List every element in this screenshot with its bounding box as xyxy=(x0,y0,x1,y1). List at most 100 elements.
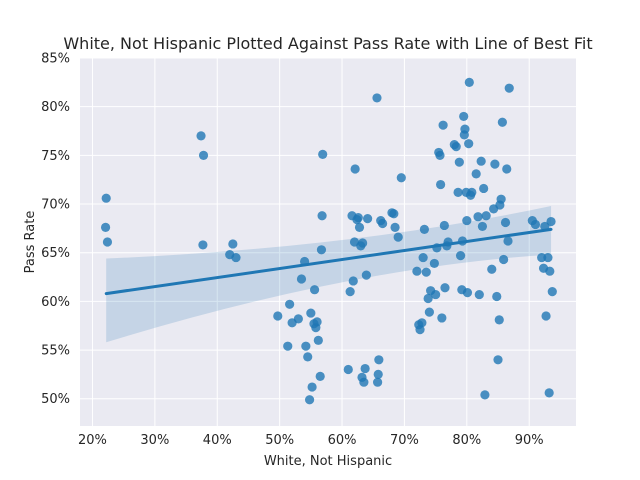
data-point xyxy=(396,173,406,183)
data-point xyxy=(318,149,328,159)
data-point xyxy=(293,314,303,324)
data-point xyxy=(317,211,327,221)
y-tick-label: 60% xyxy=(41,295,70,310)
x-tick-label: 70% xyxy=(390,433,419,448)
data-point xyxy=(353,213,363,223)
data-point xyxy=(477,221,488,232)
data-point xyxy=(345,287,355,297)
data-point xyxy=(496,194,506,204)
data-point xyxy=(283,341,293,351)
data-point xyxy=(273,311,283,321)
data-point xyxy=(481,211,491,221)
data-point xyxy=(455,251,466,261)
data-point xyxy=(545,266,555,276)
data-point xyxy=(504,83,514,93)
data-point xyxy=(307,382,317,392)
data-point xyxy=(306,308,316,318)
data-point xyxy=(494,315,504,325)
data-point xyxy=(467,187,477,197)
data-point xyxy=(499,254,509,265)
plot-area xyxy=(80,58,576,426)
data-point xyxy=(435,150,445,160)
data-point xyxy=(354,222,365,232)
data-point xyxy=(462,288,473,298)
y-tick-label: 70% xyxy=(41,198,70,213)
y-tick-label: 85% xyxy=(41,52,70,67)
data-point xyxy=(418,252,428,263)
data-point xyxy=(363,214,373,224)
data-point xyxy=(436,179,446,190)
data-point xyxy=(546,216,556,227)
data-point xyxy=(231,252,241,263)
data-point xyxy=(312,317,322,327)
data-point xyxy=(473,212,483,222)
x-tick-label: 20% xyxy=(78,433,107,448)
x-axis-label: White, Not Hispanic xyxy=(264,454,392,469)
data-point xyxy=(451,141,461,152)
data-point xyxy=(423,293,433,304)
data-point xyxy=(196,131,206,141)
data-point xyxy=(359,377,369,387)
data-point xyxy=(373,377,383,387)
data-point xyxy=(454,157,464,167)
y-tick-label: 55% xyxy=(41,344,70,359)
data-point xyxy=(479,183,489,194)
data-point xyxy=(530,219,541,230)
x-tick-label: 90% xyxy=(515,433,544,448)
data-point xyxy=(431,289,441,300)
data-point xyxy=(547,287,557,297)
data-point xyxy=(228,239,238,249)
data-point xyxy=(437,313,447,323)
data-point xyxy=(480,390,490,400)
x-tick-label: 30% xyxy=(140,433,169,448)
y-tick-label: 65% xyxy=(41,246,70,261)
data-point xyxy=(372,93,382,103)
data-point xyxy=(374,355,384,365)
data-point xyxy=(502,164,512,174)
data-point xyxy=(462,215,472,226)
data-point xyxy=(476,156,486,166)
y-tick-label: 50% xyxy=(41,392,70,407)
data-point xyxy=(459,111,469,122)
data-point xyxy=(503,236,513,246)
data-point xyxy=(313,335,323,345)
data-point xyxy=(439,220,449,231)
data-point xyxy=(350,164,360,174)
data-point xyxy=(296,274,307,284)
data-point xyxy=(389,209,399,219)
data-point xyxy=(453,187,463,197)
data-point xyxy=(198,150,209,160)
best-fit-line xyxy=(104,227,553,296)
data-point xyxy=(304,395,315,405)
data-point xyxy=(393,232,403,242)
data-point xyxy=(343,364,353,375)
data-point xyxy=(421,267,431,277)
data-point xyxy=(348,276,358,286)
data-point xyxy=(497,117,507,127)
data-point xyxy=(360,363,370,374)
y-axis-label: Pass Rate xyxy=(23,211,38,274)
data-point xyxy=(417,318,427,328)
data-point xyxy=(464,77,474,87)
x-tick-label: 60% xyxy=(328,433,357,448)
data-point xyxy=(412,266,422,276)
data-point xyxy=(492,291,502,302)
data-point xyxy=(285,299,295,309)
data-point xyxy=(303,352,313,362)
data-point xyxy=(101,193,111,203)
data-point xyxy=(493,355,503,365)
data-point xyxy=(500,217,511,228)
tick-labels: 20% 30% 40% 50% 60% 70% 80% 90% 50% 55% 60% 65% 70% 7… xyxy=(41,52,544,449)
data-point xyxy=(377,218,388,229)
data-point xyxy=(361,270,371,280)
y-tick-label: 80% xyxy=(41,100,70,115)
confidence-band xyxy=(106,205,552,343)
data-point xyxy=(460,124,470,134)
data-point xyxy=(315,371,325,381)
data-point xyxy=(390,222,400,232)
data-point xyxy=(102,237,113,247)
data-point xyxy=(419,224,429,234)
data-point xyxy=(440,283,450,293)
data-point xyxy=(544,388,554,398)
